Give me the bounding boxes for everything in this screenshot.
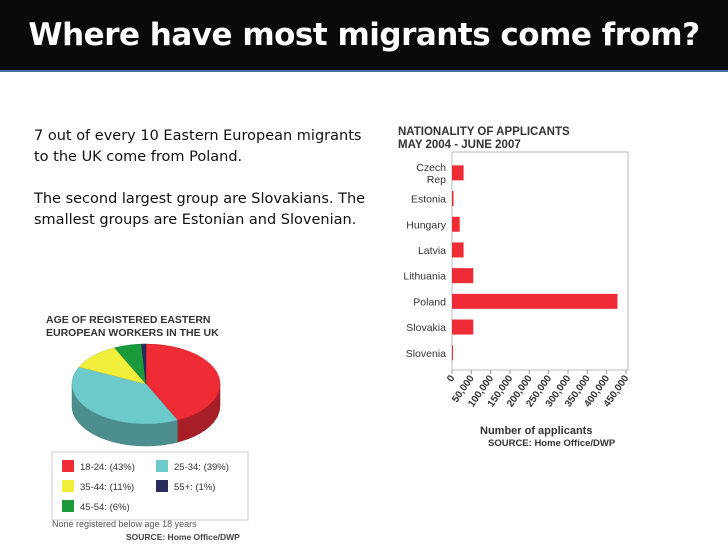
pie-slice-55+: [141, 343, 147, 385]
pie-legend-label: 25-34: (39%): [174, 462, 229, 473]
bar-category-label: Estonia: [411, 194, 446, 206]
bar-latvia: [452, 242, 464, 258]
pie-source: SOURCE: Home Office/DWP: [126, 532, 240, 542]
bar-slovakia: [452, 319, 474, 335]
bar-chart-title: NATIONALITY OF APPLICANTS: [398, 126, 570, 138]
pie-chart-title-line: EUROPEAN WORKERS IN THE UK: [46, 327, 219, 339]
pie-slice-25-34: [71, 366, 178, 425]
bar-category-label: Slovenia: [406, 348, 446, 360]
paragraph-2: The second largest group are Slovakians.…: [34, 191, 366, 228]
bar-chart-plot-frame: [451, 151, 629, 371]
bar-hungary: [452, 216, 460, 232]
pie-footnote: None registered below age 18 years: [52, 519, 197, 529]
bar-czech-rep: [452, 165, 464, 181]
pie-legend-swatch: [62, 500, 74, 512]
bar-chart-source: SOURCE: Home Office/DWP: [488, 438, 616, 449]
title-underline: [0, 70, 728, 72]
title-bar: Where have most migrants come from?: [0, 0, 728, 70]
pie-legend-label: 45-54: (6%): [80, 502, 130, 513]
bar-lithuania: [452, 268, 474, 284]
pie-legend-label: 55+: (1%): [174, 482, 215, 493]
bar-category-label: Lithuania: [403, 271, 446, 283]
pie-legend-swatch: [62, 480, 74, 492]
bar-x-tick-label: 0: [445, 373, 457, 384]
pie-legend-label: 18-24: (43%): [80, 462, 135, 473]
paragraph-1: 7 out of every 10 Eastern European migra…: [34, 128, 362, 165]
bar-category-label: Hungary: [406, 219, 446, 231]
bar-category-label: Latvia: [418, 245, 446, 257]
pie-chart-title-line: AGE OF REGISTERED EASTERN: [46, 314, 211, 326]
bar-chart-x-axis-label: Number of applicants: [480, 425, 592, 437]
pie-legend-swatch: [156, 480, 168, 492]
pie-slice-18-24: [145, 343, 221, 421]
slide-title: Where have most migrants come from?: [28, 17, 700, 53]
bar-category-label: Slovakia: [406, 322, 446, 334]
pie-legend-swatch: [62, 460, 74, 472]
bar-category-label: Czech Rep: [416, 162, 446, 186]
bar-slovenia: [452, 345, 453, 361]
pie-legend-label: 35-44: (11%): [80, 482, 134, 493]
bar-category-label: Poland: [413, 296, 446, 308]
body-text: 7 out of every 10 Eastern European migra…: [34, 126, 369, 252]
bar-estonia: [452, 191, 454, 207]
pie-legend-box: [51, 451, 249, 521]
bar-poland: [452, 293, 618, 309]
bar-chart-subtitle: MAY 2004 - JUNE 2007: [398, 139, 521, 151]
pie-legend-swatch: [156, 460, 168, 472]
